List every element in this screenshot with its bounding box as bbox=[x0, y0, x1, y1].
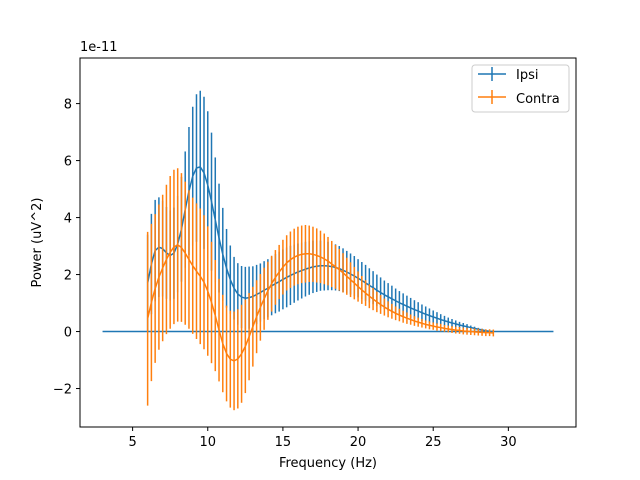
y-tick-label: 4 bbox=[64, 212, 72, 227]
axes-frame bbox=[79, 57, 577, 428]
legend-box bbox=[471, 64, 570, 113]
x-tick-label: 20 bbox=[350, 435, 367, 450]
y-axis-label: Power (uV^2) bbox=[30, 198, 45, 288]
legend: Ipsi Contra bbox=[471, 64, 570, 113]
legend-label-contra: Contra bbox=[516, 92, 560, 107]
x-tick-label: 10 bbox=[199, 435, 216, 450]
x-axis: 5 10 15 20 25 30 bbox=[128, 427, 517, 450]
x-tick-label: 30 bbox=[500, 435, 517, 450]
x-axis-label: Frequency (Hz) bbox=[279, 456, 377, 471]
series-line-contra bbox=[146, 244, 494, 362]
x-tick-label: 15 bbox=[275, 435, 292, 450]
y-tick-label: 2 bbox=[64, 269, 72, 284]
plot-area bbox=[102, 90, 554, 411]
y-tick-label: 0 bbox=[64, 326, 72, 341]
x-tick-label: 25 bbox=[425, 435, 442, 450]
y-tick-label: −2 bbox=[53, 383, 72, 398]
y-tick-label: 8 bbox=[64, 98, 72, 113]
series-contra bbox=[146, 168, 495, 411]
y-axis: −2 0 2 4 6 8 bbox=[53, 98, 80, 398]
legend-label-ipsi: Ipsi bbox=[516, 68, 538, 83]
y-tick-label: 6 bbox=[64, 155, 72, 170]
x-tick-label: 5 bbox=[128, 435, 136, 450]
y-offset-label: 1e-11 bbox=[80, 40, 118, 55]
